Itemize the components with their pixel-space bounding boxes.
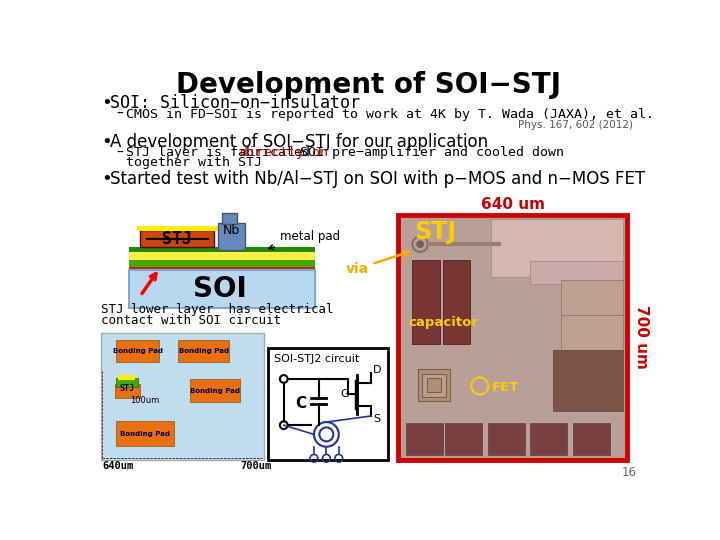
Bar	[443, 260, 469, 345]
Bar	[573, 423, 610, 455]
Bar	[413, 260, 439, 345]
Text: STJ: STJ	[414, 220, 456, 244]
Text: Started test with Nb/Al−STJ on SOI with p−MOS and n−MOS FET: Started test with Nb/Al−STJ on SOI with …	[110, 170, 645, 188]
Bar	[492, 219, 624, 276]
Bar	[101, 333, 264, 460]
Text: Nb: Nb	[222, 224, 240, 237]
Text: contact with SOI circuit: contact with SOI circuit	[101, 314, 281, 327]
Text: 640 um: 640 um	[481, 198, 545, 212]
Bar	[487, 423, 525, 455]
Text: –: –	[117, 107, 123, 121]
Text: 16: 16	[622, 467, 637, 480]
Bar	[190, 379, 240, 402]
Text: 640um: 640um	[102, 461, 134, 471]
Text: capacitor: capacitor	[408, 316, 478, 329]
Bar	[140, 231, 214, 247]
Text: metal pad: metal pad	[269, 231, 340, 249]
Text: via: via	[346, 251, 409, 276]
Bar	[406, 423, 444, 455]
Text: SOI: Silicon−on−insulator: SOI: Silicon−on−insulator	[110, 94, 360, 112]
Bar	[418, 369, 451, 401]
Bar	[129, 247, 315, 252]
Text: –: –	[117, 146, 123, 160]
Bar	[554, 350, 624, 411]
Text: S: S	[373, 414, 380, 424]
Bar	[222, 213, 238, 224]
Bar	[137, 226, 218, 231]
Text: Bonding Pad: Bonding Pad	[120, 430, 171, 437]
Bar	[218, 222, 245, 249]
Text: 100um: 100um	[130, 396, 160, 405]
Bar	[118, 375, 135, 380]
Bar	[398, 215, 627, 460]
Text: D: D	[373, 364, 382, 375]
Text: STJ lower layer  has electrical: STJ lower layer has electrical	[101, 303, 333, 316]
Text: Phys. 167, 602 (2012): Phys. 167, 602 (2012)	[518, 120, 632, 130]
Bar	[117, 378, 138, 387]
Bar	[129, 249, 315, 264]
Text: SOI-STJ2 circuit: SOI-STJ2 circuit	[274, 354, 360, 364]
Text: •: •	[101, 133, 112, 151]
Text: •: •	[101, 170, 112, 188]
Bar	[117, 340, 159, 362]
Bar	[269, 348, 388, 460]
Bar	[561, 280, 624, 315]
Circle shape	[416, 240, 424, 248]
Bar	[423, 374, 446, 397]
Text: directly on: directly on	[240, 146, 328, 159]
Bar	[129, 269, 315, 308]
Text: STJ layer is fabricated: STJ layer is fabricated	[126, 146, 318, 159]
Text: SOI pre−amplifier and cooled down: SOI pre−amplifier and cooled down	[292, 146, 564, 159]
Text: G: G	[341, 389, 349, 400]
Text: Bonding Pad: Bonding Pad	[190, 388, 240, 394]
Text: C: C	[295, 396, 307, 411]
Text: 700um: 700um	[240, 461, 271, 471]
Bar	[117, 421, 174, 446]
Bar	[129, 260, 315, 268]
Text: FET: FET	[492, 381, 520, 394]
Text: Bonding Pad: Bonding Pad	[179, 348, 228, 354]
Text: together with STJ: together with STJ	[126, 156, 261, 169]
Text: STJ: STJ	[162, 230, 192, 248]
Text: SOI: SOI	[194, 275, 247, 303]
Bar	[427, 378, 441, 392]
Text: CMOS in FD−SOI is reported to work at 4K by T. Wada (JAXA), et al.: CMOS in FD−SOI is reported to work at 4K…	[126, 107, 654, 120]
Text: STJ: STJ	[120, 384, 135, 394]
Bar	[114, 384, 140, 398]
Text: A development of SOI−STJ for our application: A development of SOI−STJ for our applica…	[110, 133, 488, 151]
Bar	[179, 340, 229, 362]
Text: Bonding Pad: Bonding Pad	[112, 348, 163, 354]
Text: Development of SOI−STJ: Development of SOI−STJ	[176, 71, 562, 99]
Bar	[445, 423, 482, 455]
Bar	[530, 423, 567, 455]
Bar	[561, 315, 624, 350]
Bar	[129, 267, 315, 269]
Text: •: •	[101, 94, 112, 112]
Text: 700 um: 700 um	[634, 306, 649, 369]
Bar	[530, 261, 624, 284]
